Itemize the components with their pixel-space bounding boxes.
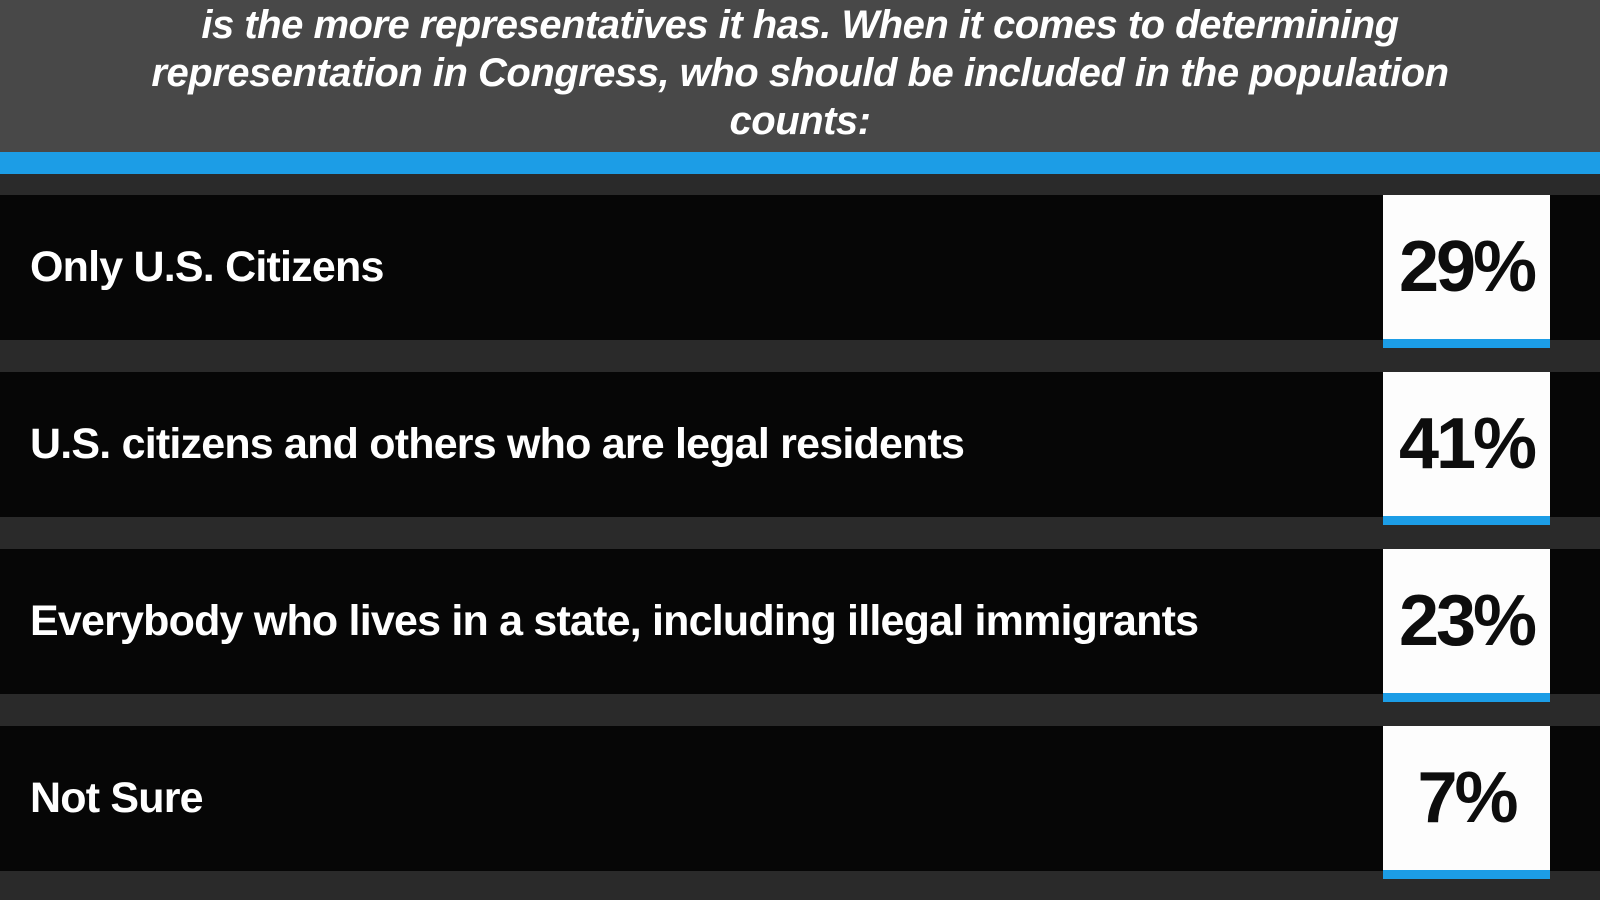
percentage-value: 29%: [1398, 227, 1537, 307]
question-line-2: representation in Congress, who should b…: [151, 51, 1449, 95]
poll-row-not-sure: Not Sure 7%: [0, 726, 1600, 879]
option-label: Everybody who lives in a state, includin…: [30, 597, 1199, 645]
poll-question-text: is the more representatives it has. When…: [0, 0, 1600, 145]
percentage-box: 41%: [1383, 372, 1550, 525]
percentage-value: 41%: [1398, 404, 1537, 484]
poll-row-everybody-in-state: Everybody who lives in a state, includin…: [0, 549, 1600, 702]
option-label: U.S. citizens and others who are legal r…: [30, 420, 965, 468]
percentage-box: 7%: [1383, 726, 1550, 879]
percentage-value: 23%: [1398, 581, 1537, 661]
poll-results-list: Only U.S. Citizens 29% U.S. citizens and…: [0, 174, 1600, 879]
option-label: Only U.S. Citizens: [30, 243, 384, 291]
poll-question-header: is the more representatives it has. When…: [0, 0, 1600, 152]
option-label: Not Sure: [30, 774, 204, 822]
percentage-box: 23%: [1383, 549, 1550, 702]
accent-divider-bar: [0, 152, 1600, 174]
percentage-box: 29%: [1383, 195, 1550, 348]
poll-row-citizens-and-legal-residents: U.S. citizens and others who are legal r…: [0, 372, 1600, 525]
percentage-value: 7%: [1417, 758, 1518, 838]
question-line-3: counts:: [729, 99, 871, 143]
question-line-1: is the more representatives it has. When…: [201, 3, 1399, 47]
poll-row-only-us-citizens: Only U.S. Citizens 29%: [0, 195, 1600, 348]
